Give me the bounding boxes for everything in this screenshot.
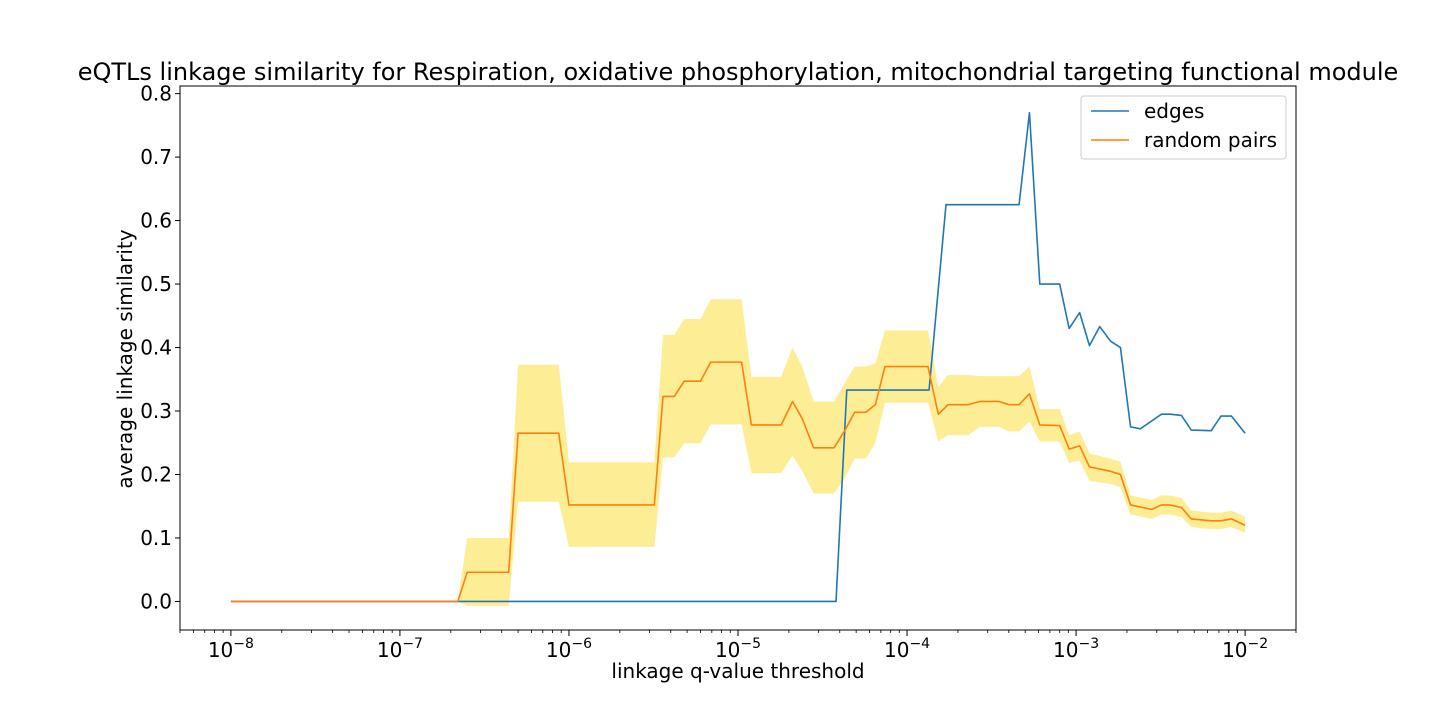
x-axis-label: linkage q-value threshold — [611, 659, 864, 683]
y-tick-label: 0.6 — [140, 209, 172, 233]
edges-line — [230, 111, 1246, 603]
y-tick-label: 0.4 — [140, 336, 172, 360]
x-tick-label: 10−5 — [715, 636, 761, 662]
y-tick-label: 0.3 — [140, 399, 172, 423]
x-tick-label: 10−4 — [884, 636, 930, 662]
plot-area: 0.0 0.1 0.2 0.3 0.4 0.5 0.6 0.7 0.8 10−8 10−7 10−6 1… — [140, 82, 1297, 662]
x-tick-label: 10−6 — [546, 636, 592, 662]
legend: edges random pairs — [1080, 95, 1287, 160]
legend-random-pairs-label: random pairs — [1144, 128, 1277, 152]
y-tick-label: 0.8 — [140, 82, 172, 106]
y-tick-label: 0.7 — [140, 145, 172, 169]
y-tick-label: 0.5 — [140, 272, 172, 296]
random-pairs-line — [230, 361, 1246, 603]
legend-edges-label: edges — [1144, 99, 1204, 123]
y-tick-label: 0.1 — [140, 526, 172, 550]
x-tick-label: 10−2 — [1222, 636, 1268, 662]
y-tick-label: 0.0 — [140, 589, 172, 613]
y-axis-label: average linkage similarity — [113, 229, 137, 488]
y-tick-label: 0.2 — [140, 462, 172, 486]
x-tick-label: 10−3 — [1053, 636, 1099, 662]
chart-title: eQTLs linkage similarity for Respiration… — [78, 58, 1399, 86]
random-pairs-band — [230, 299, 1246, 606]
legend-box — [1080, 95, 1287, 160]
x-tick-label: 10−7 — [377, 636, 423, 662]
x-tick-label: 10−8 — [208, 636, 254, 662]
